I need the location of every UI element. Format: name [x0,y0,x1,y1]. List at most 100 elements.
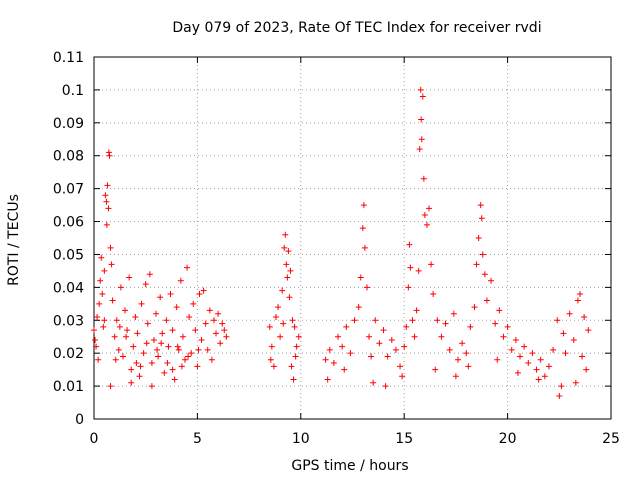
data-point [465,363,472,370]
data-point [206,307,213,314]
data-point [366,333,373,340]
data-point [111,333,118,340]
data-point [446,346,453,353]
data-point [554,317,561,324]
data-point [223,333,230,340]
data-point [142,281,149,288]
data-point [277,333,284,340]
data-point [537,356,544,363]
data-point [200,287,207,294]
x-tick-label: 15 [395,431,413,447]
data-point [372,317,379,324]
data-point [184,264,191,271]
data-point [418,116,425,123]
data-point [143,340,150,347]
data-point [272,313,279,320]
data-point [434,317,441,324]
data-point [545,363,552,370]
data-point [558,383,565,390]
y-tick-label: 0.04 [53,280,84,296]
data-point [357,274,364,281]
data-point [219,320,226,327]
data-point [291,323,298,330]
data-point [192,327,199,334]
data-point [517,353,524,360]
data-point [126,274,133,281]
data-point [167,290,174,297]
data-point [576,290,583,297]
data-point [95,356,102,363]
data-point [150,337,157,344]
x-tick-label: 10 [292,431,310,447]
data-point [287,267,294,274]
data-point [92,337,99,344]
data-point [438,333,445,340]
data-points [91,86,592,399]
data-point [508,346,515,353]
data-point [169,327,176,334]
data-point [409,317,416,324]
data-point [208,356,215,363]
grid-lines [94,57,611,419]
chart-title: Day 079 of 2023, Rate Of TEC Index for r… [172,20,541,36]
data-point [562,350,569,357]
data-point [500,333,507,340]
data-point [335,333,342,340]
data-point [467,323,474,330]
data-point [494,356,501,363]
data-point [202,320,209,327]
data-point [195,346,202,353]
data-point [175,346,182,353]
data-point [128,366,135,373]
data-point [279,287,286,294]
data-point [324,376,331,383]
data-point [108,261,115,268]
data-point [275,304,282,311]
data-point [117,284,124,291]
data-point [415,267,422,274]
data-point [188,350,195,357]
data-point [583,366,590,373]
data-point [479,251,486,258]
data-point [384,353,391,360]
data-point [483,297,490,304]
data-point [221,327,228,334]
data-point [93,343,100,350]
data-point [343,323,350,330]
data-point [133,360,140,367]
data-point [177,277,184,284]
data-point [454,356,461,363]
data-point [570,337,577,344]
data-point [116,323,123,330]
data-point [282,231,289,238]
x-tick-label: 0 [90,431,99,447]
data-point [179,333,186,340]
data-point [463,350,470,357]
data-point [284,274,291,281]
data-point [529,350,536,357]
data-point [475,235,482,241]
data-point [106,152,113,159]
data-point [488,277,495,284]
data-point [198,337,205,344]
data-point [178,363,185,370]
x-axis-label: GPS time / hours [291,458,408,474]
data-point [123,333,130,340]
data-point [204,346,211,353]
plot-frame [93,56,612,420]
data-point [473,261,480,268]
data-point [585,327,592,334]
x-tick-label: 5 [193,431,202,447]
data-point [281,244,288,251]
data-point [566,310,573,317]
data-point [360,202,367,209]
data-point [268,343,275,350]
data-point [535,376,542,383]
data-point [163,317,170,324]
data-point [148,360,155,367]
data-point [137,363,144,370]
data-point [164,360,171,367]
data-point [101,317,108,324]
data-point [411,333,418,340]
y-tick-label: 0 [75,412,84,428]
